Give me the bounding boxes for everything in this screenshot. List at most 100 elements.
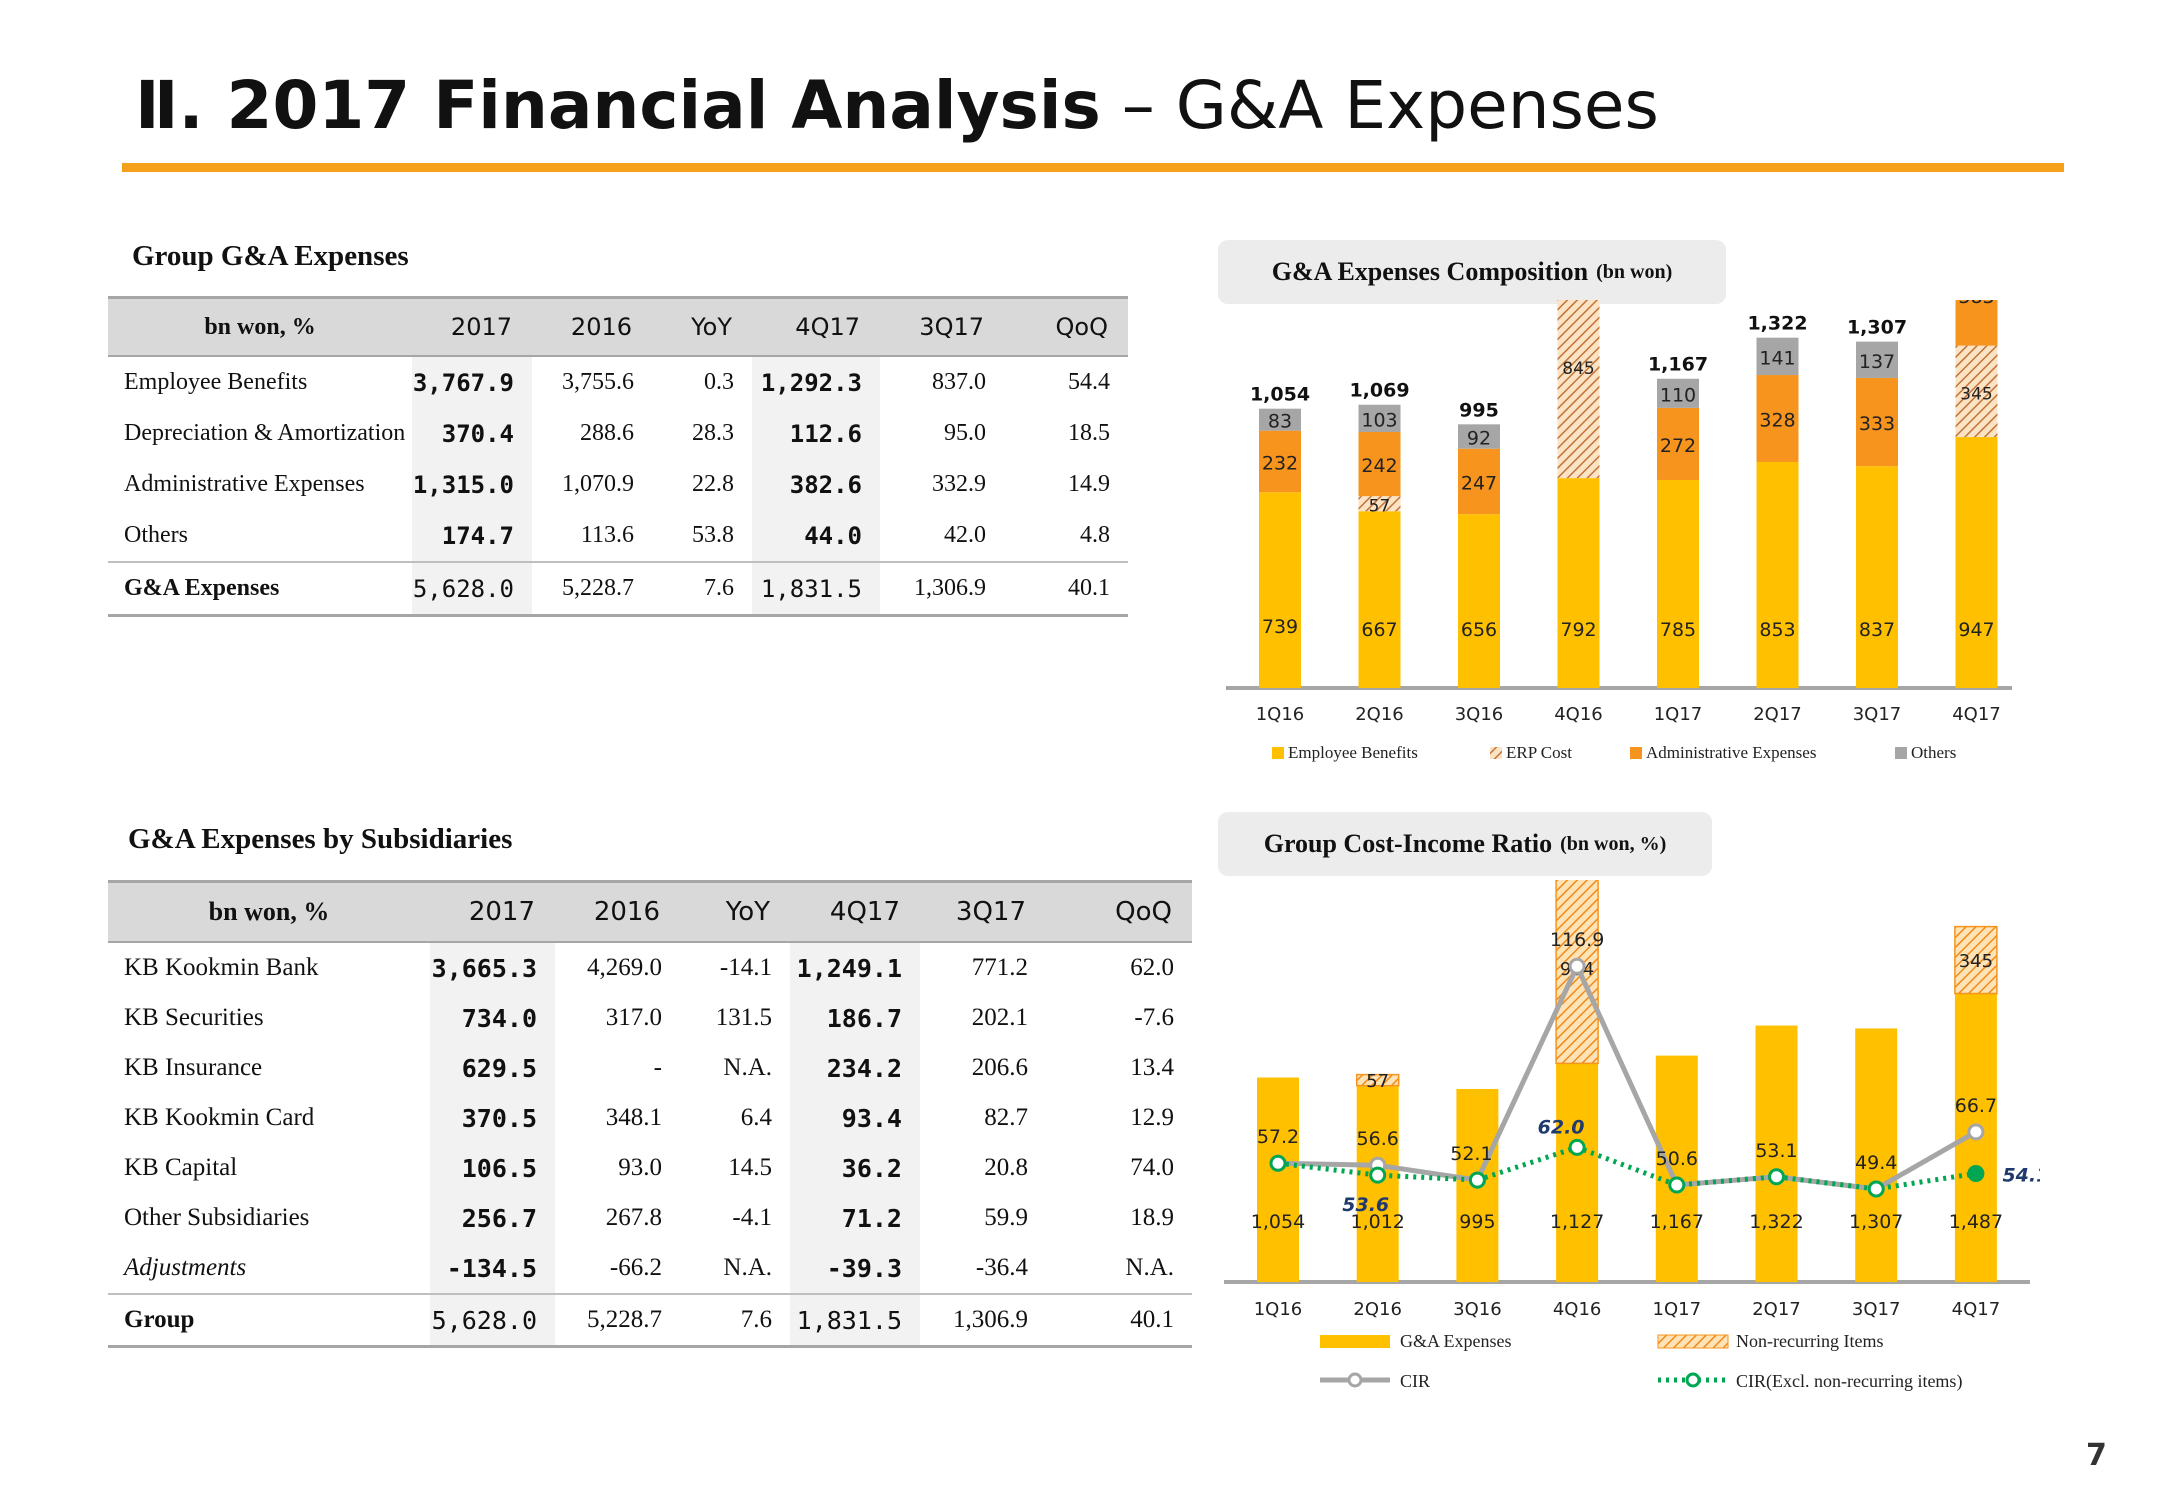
bar-segment — [1955, 345, 1998, 438]
table-cell: 1,070.9 — [562, 471, 634, 497]
data-label: 947 — [1958, 619, 1994, 641]
table-row: KB Capital 106.5 93.0 14.5 36.2 20.8 74.… — [108, 1143, 1192, 1193]
cir-label: 116.9 — [1550, 929, 1604, 951]
cir-excl-point — [1768, 1168, 1785, 1186]
table-cell: 22.8 — [692, 471, 734, 497]
bar-segment — [1259, 430, 1301, 493]
x-tick-label: 4Q17 — [1952, 1299, 2001, 1320]
total-label: 995 — [1459, 399, 1499, 421]
table-cell: 14.9 — [1068, 471, 1110, 497]
bar-segment — [1955, 437, 1998, 688]
table-cell: 348.1 — [605, 1104, 662, 1131]
data-label: 242 — [1361, 455, 1397, 477]
legend-swatch — [1320, 1335, 1390, 1348]
bar-segment — [1458, 424, 1500, 449]
row-label: G&A Expenses — [108, 561, 412, 616]
x-tick-label: 1Q17 — [1654, 704, 1703, 725]
table-cell: 1,249.1 — [790, 942, 920, 993]
cir-excl-label: 62.0 — [1538, 1116, 1585, 1138]
bar-segment — [1358, 432, 1401, 497]
group-ga-table: bn won, % 2017 2016 YoY 4Q17 3Q17 QoQ Em… — [108, 296, 1128, 617]
table-cell: 3,665.3 — [430, 942, 555, 993]
table-cell: -7.6 — [1134, 1004, 1174, 1031]
bar-segment — [1856, 466, 1898, 688]
bar — [1855, 1028, 1898, 1282]
bar-segment — [1458, 448, 1500, 515]
bar-segment — [1259, 408, 1301, 431]
table-cell: 40.1 — [1004, 561, 1128, 616]
cir-point — [1568, 957, 1586, 975]
bar — [1556, 1063, 1599, 1282]
table-cell: 1,306.9 — [880, 561, 1004, 616]
data-label: 272 — [1660, 435, 1696, 457]
table-row: Other Subsidiaries 256.7 267.8 -4.1 71.2… — [108, 1193, 1192, 1243]
table-cell: -14.1 — [719, 954, 772, 981]
bar — [1655, 1055, 1698, 1282]
x-tick-label: 3Q17 — [1853, 704, 1902, 725]
legend-label: CIR — [1400, 1371, 1430, 1391]
table-cell: 5,228.7 — [555, 1293, 680, 1347]
table-row: Employee Benefits 3,767.9 3,755.6 0.3 1,… — [108, 356, 1128, 408]
data-label: 837 — [1859, 619, 1895, 641]
table-cell: 1,292.3 — [752, 356, 880, 408]
bar-segment — [1557, 300, 1600, 479]
table-cell: -66.2 — [609, 1254, 662, 1281]
table-cell: - — [653, 1054, 662, 1081]
total-label: 1,069 — [1349, 380, 1409, 402]
legend-swatch — [1490, 747, 1502, 759]
legend-swatch — [1272, 747, 1284, 759]
legend-label: ERP Cost — [1506, 743, 1572, 762]
row-label: KB Capital — [124, 1154, 238, 1181]
table-cell: 82.7 — [984, 1104, 1028, 1131]
row-label: Employee Benefits — [124, 369, 308, 395]
table-cell: -39.3 — [790, 1243, 920, 1294]
table-cell: 74.0 — [1130, 1154, 1174, 1181]
row-label: Group — [108, 1293, 430, 1347]
bar — [1257, 1077, 1299, 1282]
non-recurring-bar — [1355, 1073, 1400, 1087]
table-cell: -36.4 — [975, 1254, 1028, 1281]
table-cell: 93.0 — [618, 1154, 662, 1181]
x-tick-label: 2Q17 — [1753, 704, 1802, 725]
bar-segment — [1657, 378, 1699, 408]
data-label: 792 — [1560, 619, 1596, 641]
data-label: 853 — [1759, 619, 1795, 641]
legend-swatch — [1895, 747, 1907, 759]
table-cell: 186.7 — [790, 993, 920, 1043]
data-label: 137 — [1859, 351, 1895, 373]
data-label: 739 — [1262, 616, 1298, 638]
cir-label: 52.1 — [1450, 1143, 1492, 1165]
table-cell: N.A. — [723, 1254, 772, 1281]
table-cell: 106.5 — [430, 1143, 555, 1193]
table-cell: 734.0 — [430, 993, 555, 1043]
table-cell: 174.7 — [412, 510, 532, 562]
bar — [1755, 1025, 1798, 1282]
table-cell: 1,831.5 — [790, 1293, 920, 1347]
table-cell: 4,269.0 — [587, 954, 662, 981]
table-cell: 202.1 — [971, 1004, 1028, 1031]
chart-subtitle-text: (bn won, %) — [1560, 832, 1667, 855]
table-cell: 206.6 — [971, 1054, 1028, 1081]
table-row: KB Insurance 629.5 - N.A. 234.2 206.6 13… — [108, 1043, 1192, 1093]
data-label: 1,322 — [1749, 1211, 1803, 1233]
table-row: Depreciation & Amortization 370.4 288.6 … — [108, 408, 1128, 459]
cir-point — [1967, 1123, 1985, 1141]
page-title: Ⅱ. 2017 Financial Analysis – G&A Expense… — [135, 66, 1659, 146]
cir-excl-point — [1867, 1180, 1885, 1198]
bar-segment — [1756, 461, 1799, 688]
chart-title-text: Group Cost-Income Ratio — [1263, 829, 1553, 858]
table-header-cell: 2017 — [412, 297, 532, 357]
cir-excl-label: 54.1 — [2002, 1164, 2040, 1186]
cir-line — [1277, 960, 1978, 1192]
x-tick-label: 4Q16 — [1553, 1299, 1602, 1320]
table-cell: 14.5 — [728, 1154, 772, 1181]
table-cell: 18.9 — [1130, 1204, 1174, 1231]
table-cell: 5,228.7 — [532, 561, 652, 616]
data-label: 1,127 — [1550, 1211, 1604, 1233]
subsidiaries-table: bn won, % 2017 2016 YoY 4Q17 3Q17 QoQ KB… — [108, 880, 1192, 1348]
table-cell: 40.1 — [1046, 1293, 1192, 1347]
x-tick-label: 4Q17 — [1952, 704, 2001, 725]
table-header-cell: 2016 — [555, 881, 680, 943]
data-label: 995 — [1459, 1211, 1495, 1233]
table-cell: 234.2 — [790, 1043, 920, 1093]
